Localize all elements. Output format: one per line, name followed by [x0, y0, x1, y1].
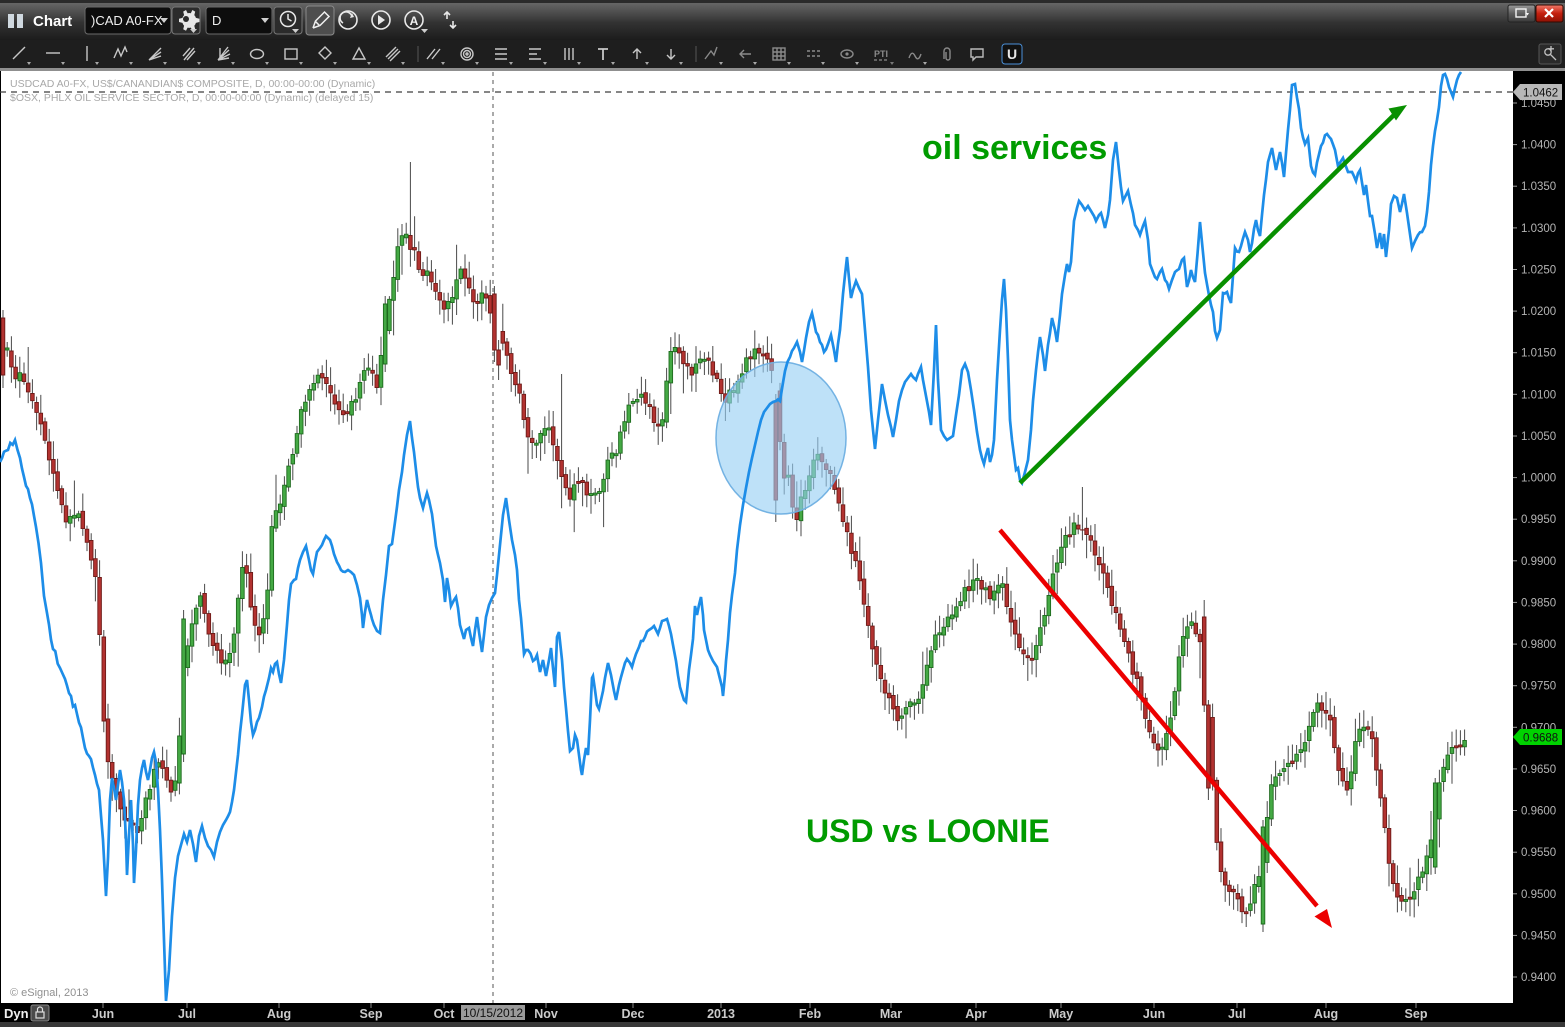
svg-text:Feb: Feb: [799, 1007, 822, 1021]
svg-text:0.9450: 0.9450: [1521, 930, 1556, 942]
svg-text:1.0300: 1.0300: [1521, 223, 1556, 235]
svg-text:Nov: Nov: [534, 1007, 558, 1021]
svg-text:$OSX, PHLX OIL SERVICE SECTOR,: $OSX, PHLX OIL SERVICE SECTOR, D, 00:00-…: [10, 92, 373, 104]
svg-text:Dyn: Dyn: [4, 1006, 29, 1021]
svg-text:1.0200: 1.0200: [1521, 306, 1556, 318]
svg-text:Jun: Jun: [1143, 1007, 1165, 1021]
svg-text:May: May: [1049, 1007, 1073, 1021]
svg-text:Aug: Aug: [1314, 1007, 1338, 1021]
svg-text:Sep: Sep: [1405, 1007, 1428, 1021]
svg-text:Dec: Dec: [622, 1007, 645, 1021]
svg-text:1.0400: 1.0400: [1521, 140, 1556, 152]
svg-text:1.0050: 1.0050: [1521, 431, 1556, 443]
svg-text:A: A: [410, 14, 419, 28]
svg-text:USDCAD A0-FX, US$/CANANDIAN$ C: USDCAD A0-FX, US$/CANANDIAN$ COMPOSITE, …: [10, 78, 375, 90]
svg-text:© eSignal, 2013: © eSignal, 2013: [10, 987, 88, 999]
svg-text:0.9750: 0.9750: [1521, 681, 1556, 693]
svg-text:0.9550: 0.9550: [1521, 847, 1556, 859]
svg-text:1.0462: 1.0462: [1523, 88, 1558, 100]
svg-text:1.0100: 1.0100: [1521, 389, 1556, 401]
svg-text:PTI: PTI: [874, 49, 888, 59]
svg-text:1.0150: 1.0150: [1521, 348, 1556, 360]
svg-text:0.9850: 0.9850: [1521, 597, 1556, 609]
svg-text:U: U: [1007, 46, 1017, 62]
svg-text:Apr: Apr: [965, 1007, 987, 1021]
svg-text:0.9950: 0.9950: [1521, 514, 1556, 526]
svg-text:0.9600: 0.9600: [1521, 806, 1556, 818]
svg-text:10/15/2012: 10/15/2012: [463, 1006, 523, 1020]
svg-text:0.9800: 0.9800: [1521, 639, 1556, 651]
svg-text:Jun: Jun: [92, 1007, 114, 1021]
svg-text:Sep: Sep: [360, 1007, 383, 1021]
svg-text:)CAD A0-FX: )CAD A0-FX: [91, 13, 163, 28]
svg-text:0.9688: 0.9688: [1523, 733, 1558, 745]
svg-text:0.9900: 0.9900: [1521, 556, 1556, 568]
svg-text:Jul: Jul: [178, 1007, 196, 1021]
svg-text:1.0450: 1.0450: [1521, 98, 1556, 110]
svg-text:1.0350: 1.0350: [1521, 181, 1556, 193]
svg-text:Aug: Aug: [267, 1007, 291, 1021]
svg-text:0.9500: 0.9500: [1521, 889, 1556, 901]
svg-text:USD vs LOONIE: USD vs LOONIE: [806, 813, 1050, 849]
svg-text:0.9400: 0.9400: [1521, 972, 1556, 984]
svg-text:oil services: oil services: [922, 129, 1107, 167]
svg-text:2013: 2013: [707, 1007, 735, 1021]
svg-text:Mar: Mar: [880, 1007, 902, 1021]
svg-text:Oct: Oct: [434, 1007, 456, 1021]
svg-text:Chart: Chart: [33, 13, 72, 30]
svg-text:1.0250: 1.0250: [1521, 265, 1556, 277]
svg-text:Jul: Jul: [1228, 1007, 1246, 1021]
svg-text:0.9650: 0.9650: [1521, 764, 1556, 776]
svg-text:D: D: [212, 13, 221, 28]
svg-text:1.0000: 1.0000: [1521, 473, 1556, 485]
